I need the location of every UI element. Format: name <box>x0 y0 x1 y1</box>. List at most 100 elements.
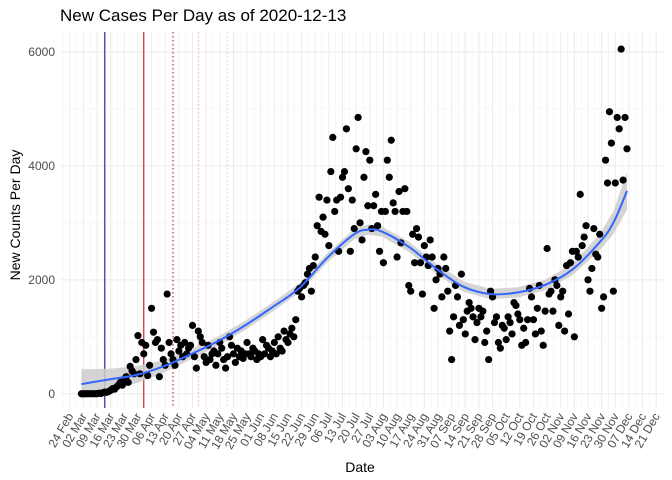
data-point <box>477 313 485 321</box>
data-point <box>260 350 269 358</box>
data-point <box>140 350 148 358</box>
data-point <box>479 307 487 315</box>
data-point <box>212 361 220 369</box>
data-point <box>543 244 551 253</box>
data-point <box>165 338 173 347</box>
data-point <box>342 125 351 133</box>
data-point <box>490 318 499 327</box>
data-point <box>440 253 448 261</box>
data-point <box>393 253 401 261</box>
y-axis-ticks: 0 2000 4000 6000 <box>28 45 55 401</box>
data-point <box>358 236 366 244</box>
data-point <box>537 327 545 335</box>
data-point <box>403 207 411 216</box>
data-point <box>559 287 567 295</box>
data-point <box>381 207 389 216</box>
data-point <box>159 355 167 364</box>
y-tick-label: 6000 <box>28 45 55 59</box>
data-point <box>524 316 532 324</box>
data-point <box>414 233 423 241</box>
data-point <box>578 242 586 250</box>
data-point <box>561 327 569 335</box>
data-point <box>467 304 475 312</box>
data-point <box>198 338 206 347</box>
data-point <box>206 355 214 364</box>
data-point <box>196 333 204 341</box>
data-point <box>163 290 171 298</box>
data-point <box>274 333 282 341</box>
data-point <box>446 327 454 335</box>
data-point <box>442 264 450 273</box>
data-point <box>370 202 378 210</box>
y-axis-title: New Counts Per Day <box>7 150 23 281</box>
data-point <box>383 156 391 164</box>
data-point <box>586 287 594 295</box>
data-point <box>391 207 399 216</box>
y-tick-label: 0 <box>48 387 55 401</box>
data-point <box>465 299 473 307</box>
data-point <box>227 341 236 349</box>
data-point <box>485 355 493 364</box>
data-point <box>502 336 510 344</box>
data-point <box>395 187 403 196</box>
data-point <box>411 259 419 267</box>
data-point <box>379 259 388 267</box>
data-point <box>278 347 286 355</box>
data-point <box>344 185 352 193</box>
data-point <box>311 253 319 261</box>
data-point <box>603 179 612 187</box>
data-point <box>223 353 232 361</box>
data-point <box>483 327 491 335</box>
data-point <box>280 327 288 335</box>
data-point <box>580 233 588 241</box>
x-axis-title: Date <box>345 459 375 475</box>
data-point <box>405 281 413 290</box>
data-point <box>385 173 393 181</box>
data-points <box>77 45 631 398</box>
data-point <box>229 350 238 358</box>
data-point <box>531 330 540 338</box>
data-point <box>469 313 477 321</box>
data-point <box>564 310 573 318</box>
data-point <box>600 293 608 301</box>
data-point <box>336 193 345 201</box>
data-point <box>432 276 440 284</box>
data-point <box>356 219 364 227</box>
data-point <box>194 327 202 335</box>
data-point <box>313 222 321 230</box>
data-point <box>494 338 502 347</box>
data-point <box>200 353 208 361</box>
data-point <box>338 173 347 181</box>
data-point <box>508 330 516 338</box>
data-point <box>350 224 358 233</box>
data-point <box>588 264 596 273</box>
data-point <box>325 242 333 250</box>
data-point <box>570 333 578 341</box>
data-point <box>607 139 615 147</box>
data-point <box>346 247 354 255</box>
data-point <box>331 207 339 216</box>
y-tick-label: 4000 <box>28 159 55 173</box>
data-point <box>609 287 617 295</box>
data-point <box>430 304 438 312</box>
data-point <box>190 353 199 361</box>
data-point <box>298 293 306 301</box>
data-point <box>364 202 372 210</box>
data-point <box>547 287 555 295</box>
smooth-line-group <box>81 190 628 386</box>
data-point <box>594 253 602 261</box>
data-point <box>315 193 323 201</box>
data-point <box>459 316 467 324</box>
data-point <box>134 332 142 340</box>
data-point <box>504 313 512 321</box>
data-point <box>147 304 156 312</box>
data-point <box>375 247 384 255</box>
reference-lines <box>104 32 229 408</box>
data-point <box>621 113 629 122</box>
data-point <box>186 341 195 349</box>
data-point <box>360 173 368 181</box>
data-point <box>409 230 417 238</box>
data-point <box>288 324 296 332</box>
data-point <box>321 230 329 238</box>
